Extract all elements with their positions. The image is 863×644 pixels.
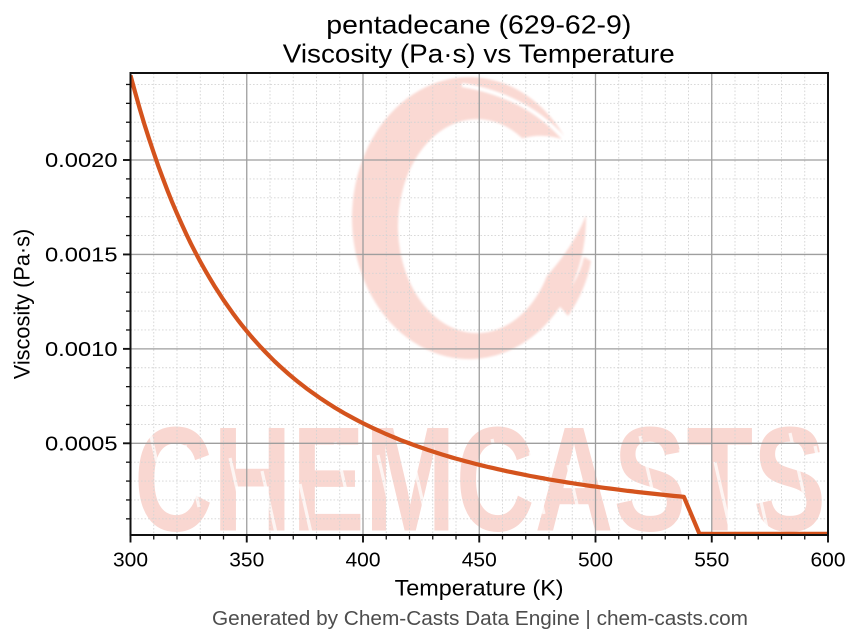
svg-text:500: 500 xyxy=(578,550,613,572)
svg-text:0.0020: 0.0020 xyxy=(45,150,118,172)
svg-text:0.0005: 0.0005 xyxy=(45,433,118,455)
svg-text:600: 600 xyxy=(811,550,846,572)
svg-text:550: 550 xyxy=(694,550,729,572)
svg-text:Viscosity (Pa·s) vs Temperatur: Viscosity (Pa·s) vs Temperature xyxy=(283,38,675,68)
svg-text:300: 300 xyxy=(113,550,148,572)
svg-text:350: 350 xyxy=(229,550,264,572)
svg-text:Viscosity (Pa·s): Viscosity (Pa·s) xyxy=(10,229,35,380)
svg-text:Temperature (K): Temperature (K) xyxy=(395,575,564,600)
svg-text:450: 450 xyxy=(462,550,497,572)
svg-text:pentadecane (629-62-9): pentadecane (629-62-9) xyxy=(326,10,631,40)
svg-text:0.0010: 0.0010 xyxy=(45,339,118,361)
svg-text:400: 400 xyxy=(346,550,381,572)
svg-text:Generated by Chem-Casts Data E: Generated by Chem-Casts Data Engine | ch… xyxy=(212,608,748,630)
svg-text:0.0015: 0.0015 xyxy=(45,244,118,266)
